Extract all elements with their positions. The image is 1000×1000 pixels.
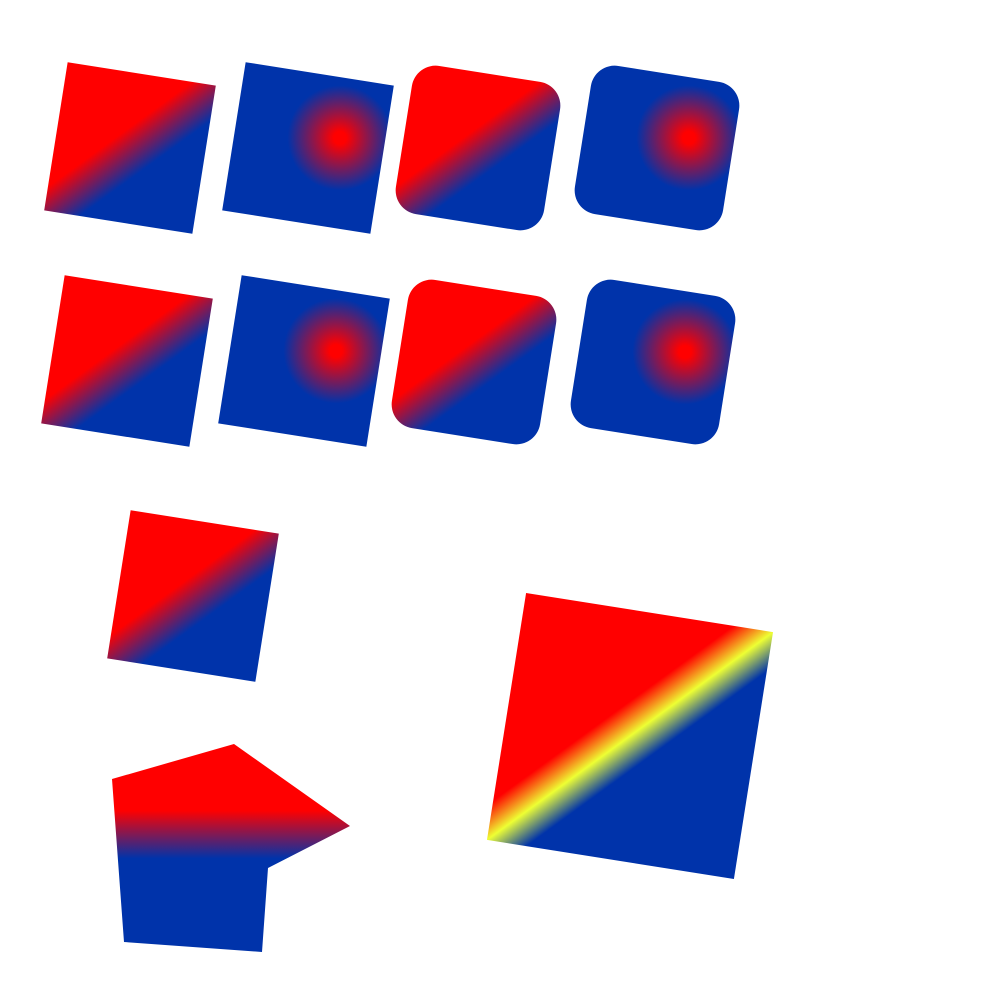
large-square-tricolor <box>487 593 773 879</box>
row2-square-radial <box>218 275 390 447</box>
row1-square-radial <box>222 62 394 234</box>
pentagon-vertical-gradient <box>112 744 350 952</box>
small-square-linear <box>107 510 279 682</box>
row1-square-linear <box>44 62 216 234</box>
row1-rounded-square-radial <box>571 62 743 234</box>
row2-rounded-square-linear <box>388 276 560 448</box>
row1-rounded-square-linear <box>392 62 564 234</box>
row2-rounded-square-radial <box>567 276 739 448</box>
row2-square-linear <box>41 275 213 447</box>
